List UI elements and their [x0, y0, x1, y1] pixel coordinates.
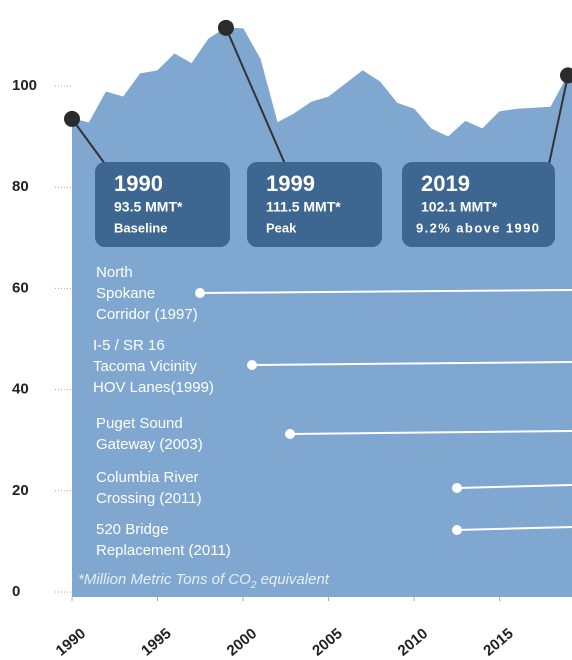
callout-pointer — [225, 27, 286, 165]
project-label: Gateway (2003) — [96, 436, 203, 453]
project-dot — [247, 360, 257, 370]
project-label: Replacement (2011) — [96, 542, 231, 559]
project-line — [456, 526, 572, 531]
x-tick-label: 2010 — [395, 625, 431, 659]
project-line — [456, 484, 572, 489]
y-tick-label: 20 — [12, 482, 29, 499]
project-dot — [452, 525, 462, 535]
footnote: *Million Metric Tons of CO2 equivalent — [78, 571, 330, 591]
callout-year: 1990 — [114, 171, 163, 196]
callout-pointer — [548, 75, 569, 165]
callout-value: 111.5 MMT* — [266, 199, 341, 215]
callout-box — [95, 162, 230, 247]
y-tick-label: 60 — [12, 279, 29, 296]
project-label: Corridor (1997) — [96, 306, 198, 323]
y-tick-label: 80 — [12, 178, 29, 195]
footnote-part: equivalent — [256, 571, 329, 588]
callout-note: Peak — [266, 220, 297, 235]
project-dot — [452, 483, 462, 493]
project-label: 520 Bridge — [96, 521, 169, 538]
project-dot — [195, 288, 205, 298]
project-label: Tacoma Vicinity — [93, 358, 197, 375]
y-tick-label: 40 — [12, 381, 29, 398]
project-label: Crossing (2011) — [96, 490, 202, 507]
callout-value: 102.1 MMT* — [421, 199, 498, 215]
y-tick-label: 0 — [12, 583, 20, 600]
callout-note: 9.2% above 1990 — [416, 220, 539, 235]
callout-dot — [217, 19, 234, 36]
callout-box — [247, 162, 382, 247]
x-tick-label: 2015 — [480, 625, 516, 659]
callout-year: 2019 — [421, 171, 470, 196]
footnote-part: *Million Metric Tons of CO — [78, 571, 251, 588]
area-line — [71, 27, 569, 138]
y-tick-label: 100 — [12, 77, 37, 94]
project-label: Spokane — [96, 285, 155, 302]
callout-pointer — [71, 118, 106, 165]
x-tick-label: 1995 — [138, 625, 174, 659]
callout-dot — [64, 110, 80, 127]
project-label: Columbia River — [96, 469, 199, 486]
project-label: I-5 / SR 16 — [93, 337, 165, 354]
footnote-part: 2 — [250, 580, 257, 591]
x-tick-label: 2000 — [224, 625, 260, 659]
callout-value: 93.5 MMT* — [114, 199, 183, 215]
callout-dot — [560, 67, 572, 84]
x-tick-label: 2005 — [309, 625, 345, 659]
project-label: HOV Lanes(1999) — [93, 379, 214, 396]
callout-box — [402, 162, 555, 247]
project-line — [289, 430, 572, 435]
project-line — [199, 289, 572, 294]
x-tick-label: 1990 — [53, 625, 89, 659]
project-line — [251, 361, 572, 366]
project-dot — [285, 429, 295, 439]
project-label: Puget Sound — [96, 415, 183, 432]
callout-year: 1999 — [266, 171, 315, 196]
project-label: North — [96, 264, 133, 281]
callout-note: Baseline — [114, 220, 167, 235]
